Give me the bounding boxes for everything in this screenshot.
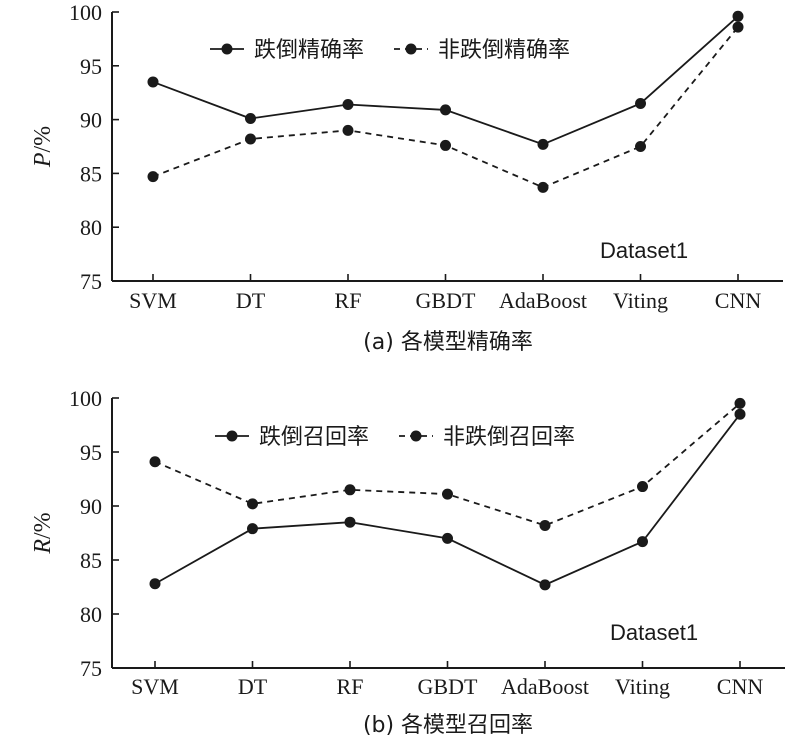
y-tick-label: 80 <box>80 215 102 240</box>
data-point <box>440 104 451 116</box>
data-point <box>247 498 258 510</box>
x-tick-label: CNN <box>715 288 762 313</box>
data-point <box>635 97 646 109</box>
y-tick-label: 80 <box>80 602 102 627</box>
legend: 跌倒召回率 非跌倒召回率 <box>215 425 575 450</box>
y-axis-label-letter: R <box>30 539 56 555</box>
data-point <box>342 99 354 111</box>
y-tick-label: 95 <box>80 54 102 79</box>
figure-caption: (a) 各模型精确率 <box>363 330 533 355</box>
data-point <box>537 138 549 150</box>
data-point <box>734 397 746 409</box>
data-point <box>149 456 161 468</box>
data-point <box>537 181 549 193</box>
series-line-non-fall <box>154 402 741 527</box>
data-point <box>344 484 356 496</box>
x-tick-label: DT <box>238 674 268 699</box>
x-tick-label: AdaBoost <box>501 674 589 699</box>
y-tick-label: 75 <box>80 656 102 681</box>
legend-entry: 跌倒精确率 <box>254 38 364 63</box>
x-tick-label: GBDT <box>416 288 476 313</box>
data-point <box>247 523 258 535</box>
x-tick-label: RF <box>337 674 364 699</box>
legend-swatch-marker <box>405 43 417 55</box>
x-tick-label: Viting <box>613 288 668 313</box>
x-tick-label: GBDT <box>418 674 478 699</box>
data-point <box>539 519 551 531</box>
data-point <box>637 481 648 493</box>
x-tick-label: DT <box>236 288 266 313</box>
data-point <box>732 21 744 33</box>
data-point <box>245 113 256 125</box>
dataset-label: Dataset1 <box>610 620 698 645</box>
x-tick-label: CNN <box>717 674 764 699</box>
y-tick-label: 85 <box>80 548 102 573</box>
figure-caption: (b) 各模型召回率 <box>363 713 533 738</box>
x-tick-label: SVM <box>131 674 179 699</box>
y-tick-label: 100 <box>69 386 102 411</box>
data-point <box>732 10 744 22</box>
x-tick-label: Viting <box>615 674 670 699</box>
y-tick-label: 90 <box>80 494 102 519</box>
data-point <box>637 536 648 548</box>
series-line-fall <box>152 15 739 146</box>
legend-entry: 非跌倒召回率 <box>443 425 575 450</box>
x-tick-label: RF <box>335 288 362 313</box>
legend-entry: 非跌倒精确率 <box>438 38 570 63</box>
data-point <box>440 139 451 151</box>
y-axis-label-unit: /% <box>30 126 56 153</box>
legend-entry: 跌倒召回率 <box>259 425 369 450</box>
y-tick-label: 85 <box>80 161 102 186</box>
legend: 跌倒精确率 非跌倒精确率 <box>210 38 570 63</box>
data-point <box>344 516 356 528</box>
data-point <box>147 76 159 88</box>
data-point <box>635 141 646 152</box>
data-point <box>734 408 746 420</box>
dataset-label: Dataset1 <box>600 238 688 263</box>
y-axis-label: P/% <box>30 126 56 168</box>
chart-panel-recall: 75 80 85 90 95 100 SVM DT RF GBDT AdaBoost Viting CN… <box>30 386 785 738</box>
data-point <box>149 578 161 590</box>
x-tick-label: SVM <box>129 288 177 313</box>
data-point <box>147 171 159 183</box>
data-point <box>342 124 354 136</box>
data-point <box>539 579 551 591</box>
chart-panel-precision: 75 80 85 90 95 100 SVM DT RF GBDT AdaBoost Viting CN… <box>30 0 783 355</box>
legend-swatch-marker <box>410 430 422 442</box>
y-axis-label-unit: /% <box>30 512 56 539</box>
legend-swatch-marker <box>226 430 238 442</box>
y-tick-label: 90 <box>80 108 102 133</box>
data-point <box>442 488 453 500</box>
x-tick-label: AdaBoost <box>499 288 587 313</box>
legend-swatch-marker <box>221 43 233 55</box>
y-axis-label-letter: P <box>30 152 56 168</box>
y-tick-label: 95 <box>80 440 102 465</box>
data-point <box>245 133 256 145</box>
y-tick-label: 100 <box>69 0 102 25</box>
y-tick-label: 75 <box>80 269 102 294</box>
data-point <box>442 532 453 544</box>
y-axis-label: R/% <box>30 512 56 554</box>
